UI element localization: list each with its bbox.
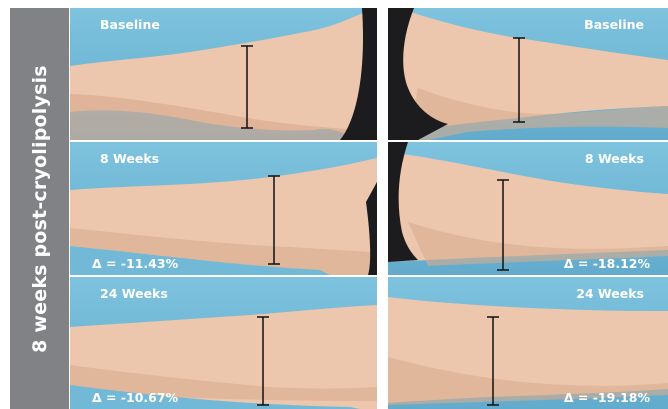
delta-label: Δ = -10.67%: [92, 390, 179, 405]
panel-label: Baseline: [100, 17, 160, 32]
delta-label: Δ = -18.12%: [563, 256, 650, 271]
arm-photo: [388, 8, 668, 140]
panel-baseline-left: Baseline: [70, 8, 377, 140]
arm-photo: [70, 305, 377, 409]
delta-label: Δ = -19.18%: [563, 390, 650, 405]
panel-24-weeks-left: 24 Weeks Δ = -10.67%: [70, 277, 377, 409]
panel-baseline-right: Baseline: [388, 8, 668, 140]
panel-label: 24 Weeks: [100, 286, 168, 301]
panel-8-weeks-left: 8 Weeks Δ = -11.43%: [70, 142, 377, 275]
arm-photo: [70, 158, 377, 275]
side-label: 8 weeks post-cryolipolysis: [28, 64, 51, 353]
panel-label: 8 Weeks: [584, 151, 644, 166]
panel-24-weeks-right: 24 Weeks Δ = -19.18%: [388, 277, 668, 409]
panel-label: Baseline: [584, 17, 644, 32]
side-band: 8 weeks post-cryolipolysis: [10, 8, 69, 409]
panel-label: 24 Weeks: [576, 286, 644, 301]
arm-photo: [388, 297, 668, 406]
panel-label: 8 Weeks: [100, 151, 160, 166]
arm-photo: [388, 142, 668, 271]
arm-photo: [70, 8, 377, 140]
delta-label: Δ = -11.43%: [92, 256, 179, 271]
panel-8-weeks-right: 8 Weeks Δ = -18.12%: [388, 142, 668, 275]
